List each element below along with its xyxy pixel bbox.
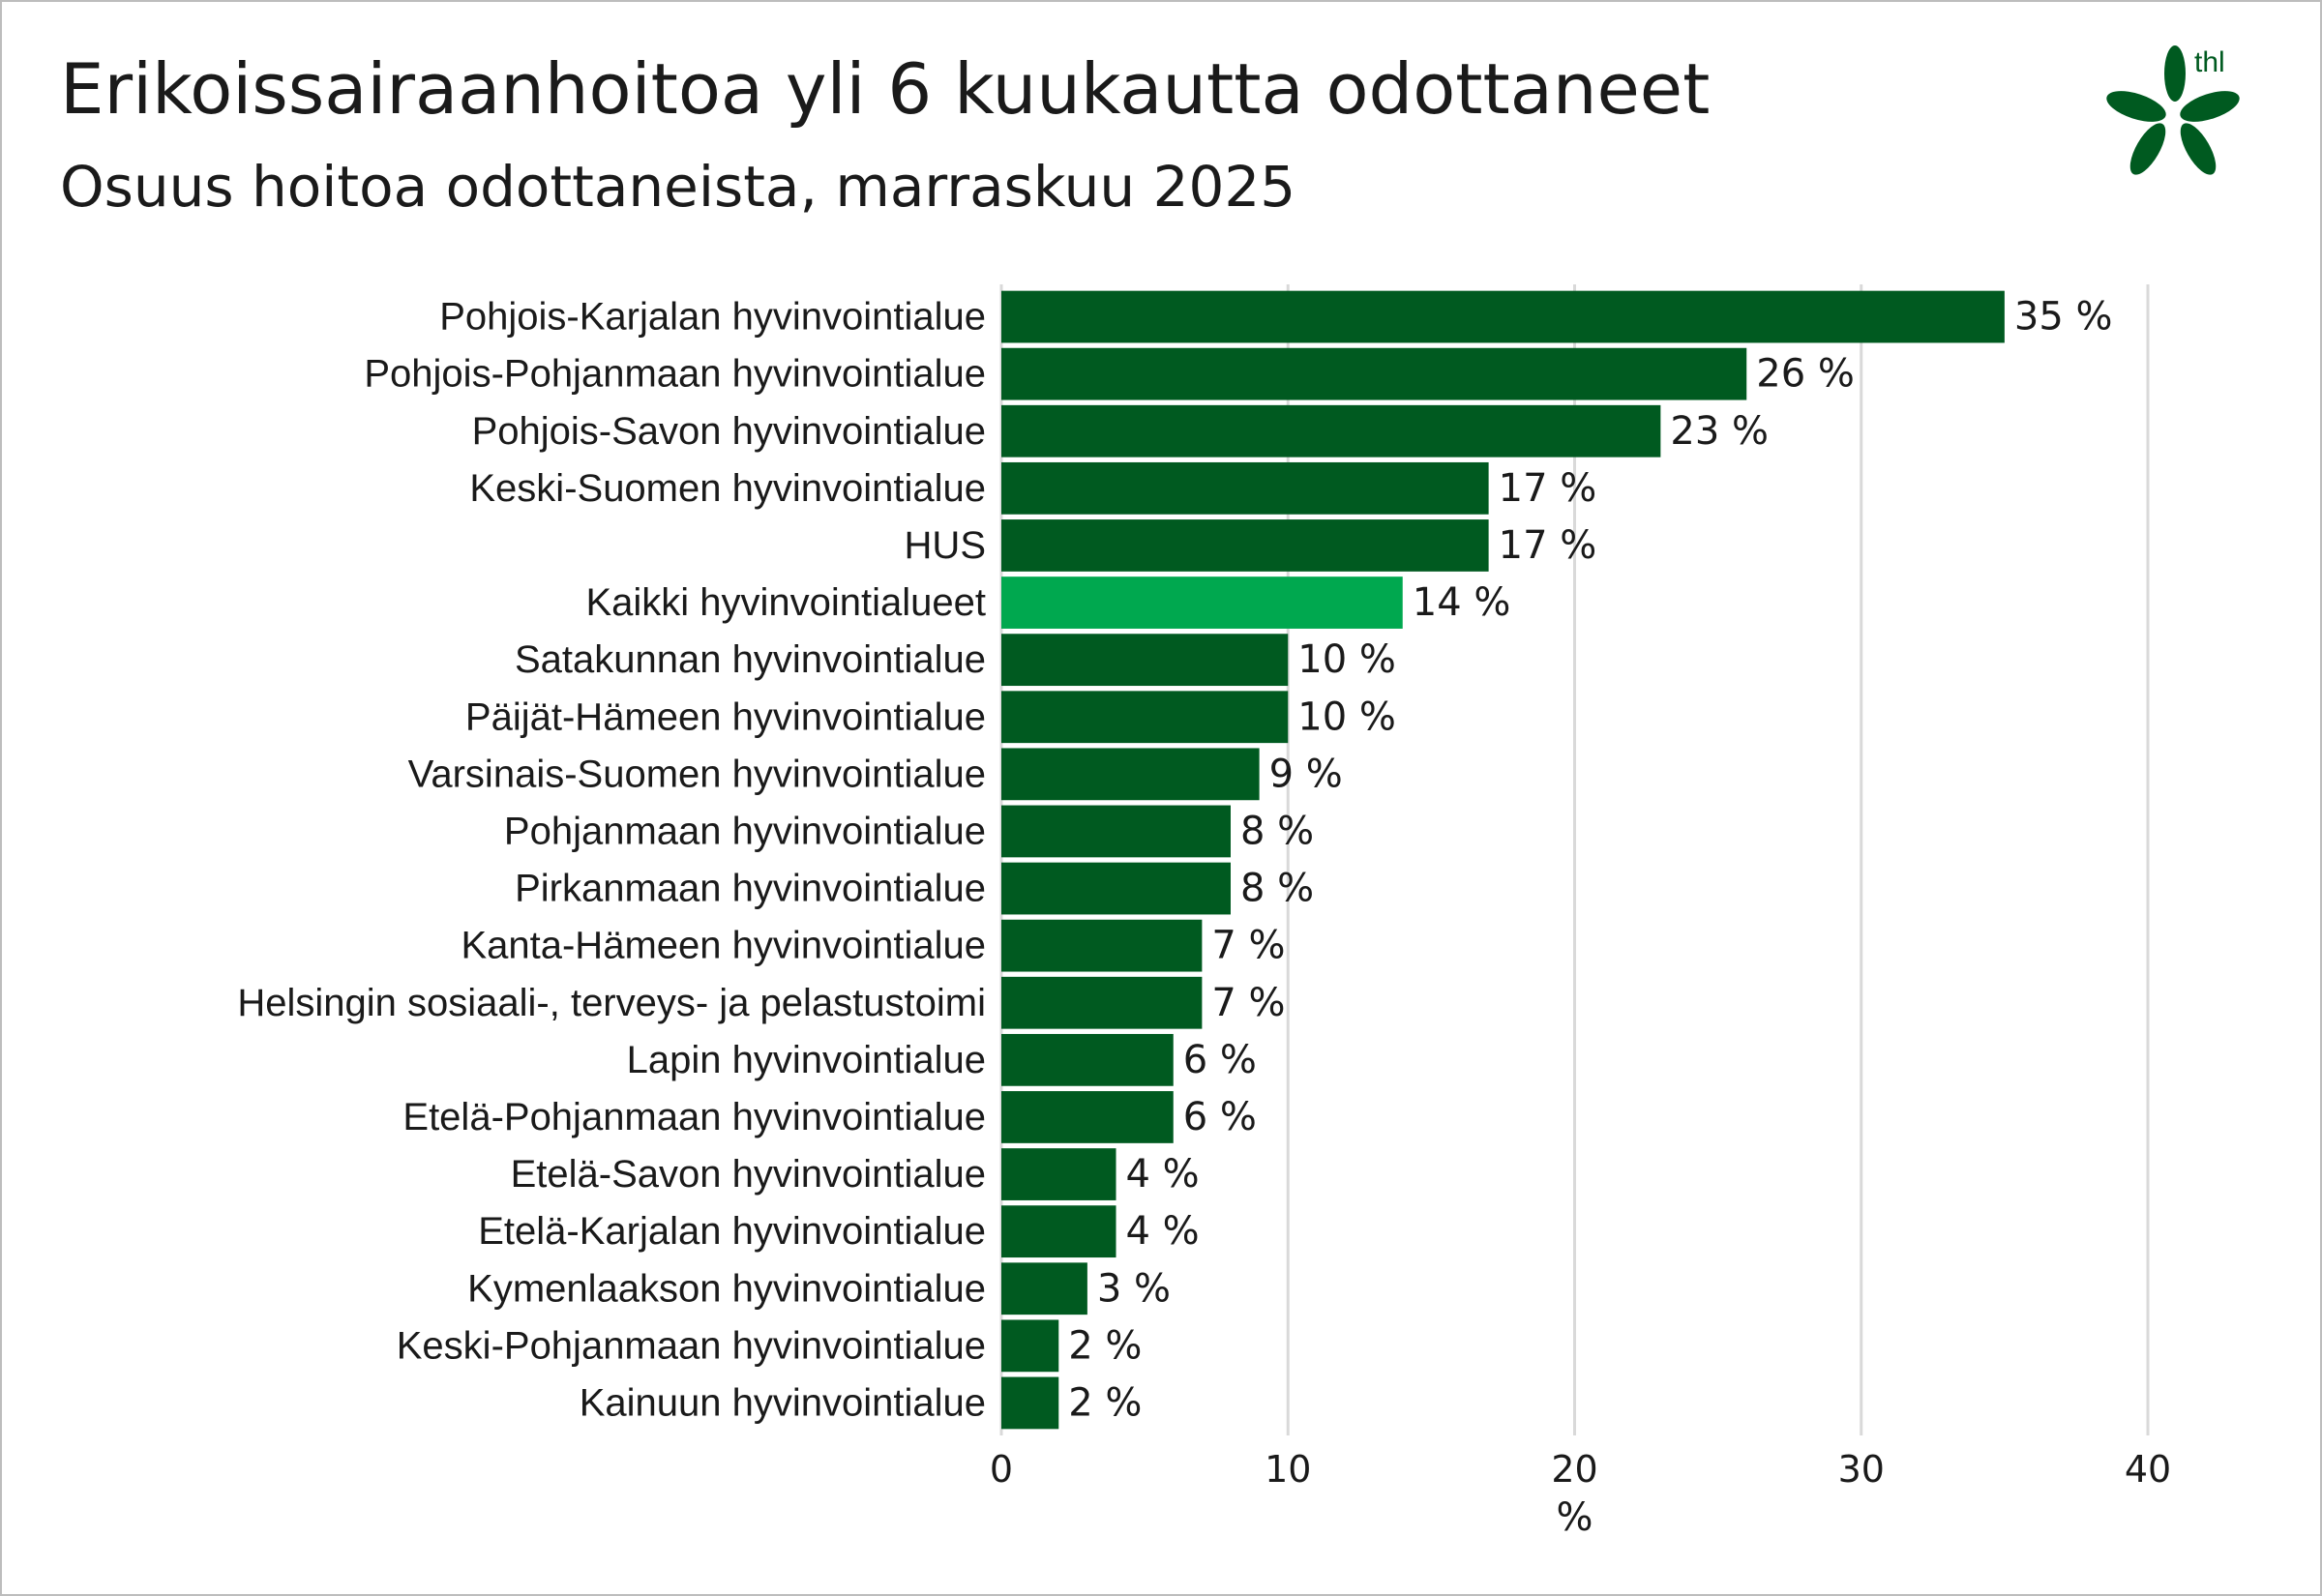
x-tick-label: 30 — [1838, 1448, 1885, 1491]
category-label: Kainuun hyvinvointialue — [580, 1381, 986, 1424]
bar — [1001, 576, 1403, 629]
x-tick-label: 40 — [2125, 1448, 2171, 1491]
bar — [1001, 347, 1747, 400]
category-label: Pirkanmaan hyvinvointialue — [515, 868, 986, 910]
bar — [1001, 1319, 1059, 1373]
category-label: Varsinais-Suomen hyvinvointialue — [408, 753, 986, 795]
data-label: 4 % — [1126, 1152, 1200, 1197]
bar — [1001, 976, 1203, 1029]
category-label: Pohjanmaan hyvinvointialue — [504, 810, 986, 852]
category-label: Kanta-Hämeen hyvinvointialue — [461, 925, 986, 967]
bar — [1001, 519, 1489, 572]
data-label: 35 % — [2014, 295, 2113, 340]
data-label: 6 % — [1183, 1095, 1257, 1139]
category-label: Helsingin sosiaali-, terveys- ja pelastu… — [237, 982, 986, 1024]
data-label: 6 % — [1183, 1038, 1257, 1082]
category-label: HUS — [905, 524, 986, 567]
category-label: Etelä-Karjalan hyvinvointialue — [478, 1210, 986, 1253]
data-label: 17 % — [1499, 523, 1597, 568]
data-label: 26 % — [1756, 352, 1855, 397]
bar — [1001, 1205, 1116, 1258]
bar — [1001, 634, 1289, 687]
category-label: Kaikki hyvinvointialueet — [585, 581, 986, 624]
bar — [1001, 404, 1661, 458]
data-label: 8 % — [1240, 809, 1314, 853]
data-label: 7 % — [1211, 981, 1285, 1025]
category-label: Etelä-Savon hyvinvointialue — [511, 1153, 986, 1196]
x-axis-title: % — [1556, 1495, 1593, 1540]
data-label: 2 % — [1068, 1323, 1142, 1368]
bar — [1001, 805, 1231, 858]
data-label: 7 % — [1211, 924, 1285, 968]
category-label: Satakunnan hyvinvointialue — [515, 638, 986, 681]
x-tick-label: 10 — [1265, 1448, 1311, 1491]
data-label: 4 % — [1126, 1209, 1200, 1254]
x-tick-label: 0 — [990, 1448, 1013, 1491]
bar — [1001, 290, 2005, 343]
thl-flower-icon — [2106, 45, 2240, 175]
bar — [1001, 1148, 1116, 1200]
chart-title: Erikoissairaanhoitoa yli 6 kuukautta odo… — [60, 48, 1711, 130]
data-label: 10 % — [1297, 637, 1396, 682]
data-label: 17 % — [1499, 466, 1597, 511]
bar — [1001, 862, 1231, 915]
category-label: Lapin hyvinvointialue — [627, 1039, 986, 1081]
category-label: Keski-Pohjanmaan hyvinvointialue — [397, 1324, 986, 1367]
thl-logo: thl — [2106, 45, 2240, 175]
data-label: 14 % — [1413, 580, 1511, 625]
data-label: 10 % — [1297, 695, 1396, 739]
category-label: Pohjois-Pohjanmaan hyvinvointialue — [364, 353, 986, 396]
category-label: Kymenlaakson hyvinvointialue — [467, 1267, 986, 1310]
category-label: Päijät-Hämeen hyvinvointialue — [465, 695, 986, 738]
data-label: 3 % — [1097, 1266, 1171, 1311]
bar — [1001, 1376, 1059, 1430]
category-label: Keski-Suomen hyvinvointialue — [469, 467, 986, 510]
data-label: 8 % — [1240, 867, 1314, 911]
bar — [1001, 691, 1289, 744]
bar — [1001, 1262, 1087, 1315]
bar — [1001, 748, 1260, 801]
bar — [1001, 919, 1203, 972]
data-label: 2 % — [1068, 1380, 1142, 1425]
logo-text: thl — [2194, 46, 2225, 78]
bar — [1001, 461, 1489, 515]
chart-subtitle: Osuus hoitoa odottaneista, marraskuu 202… — [60, 154, 1296, 220]
category-label: Pohjois-Karjalan hyvinvointialue — [439, 296, 986, 339]
bar — [1001, 1033, 1174, 1086]
bar — [1001, 1091, 1174, 1143]
category-label: Pohjois-Savon hyvinvointialue — [472, 410, 986, 453]
data-label: 9 % — [1269, 752, 1343, 796]
x-tick-label: 20 — [1551, 1448, 1597, 1491]
data-label: 23 % — [1670, 409, 1769, 454]
category-label: Etelä-Pohjanmaan hyvinvointialue — [402, 1096, 986, 1138]
